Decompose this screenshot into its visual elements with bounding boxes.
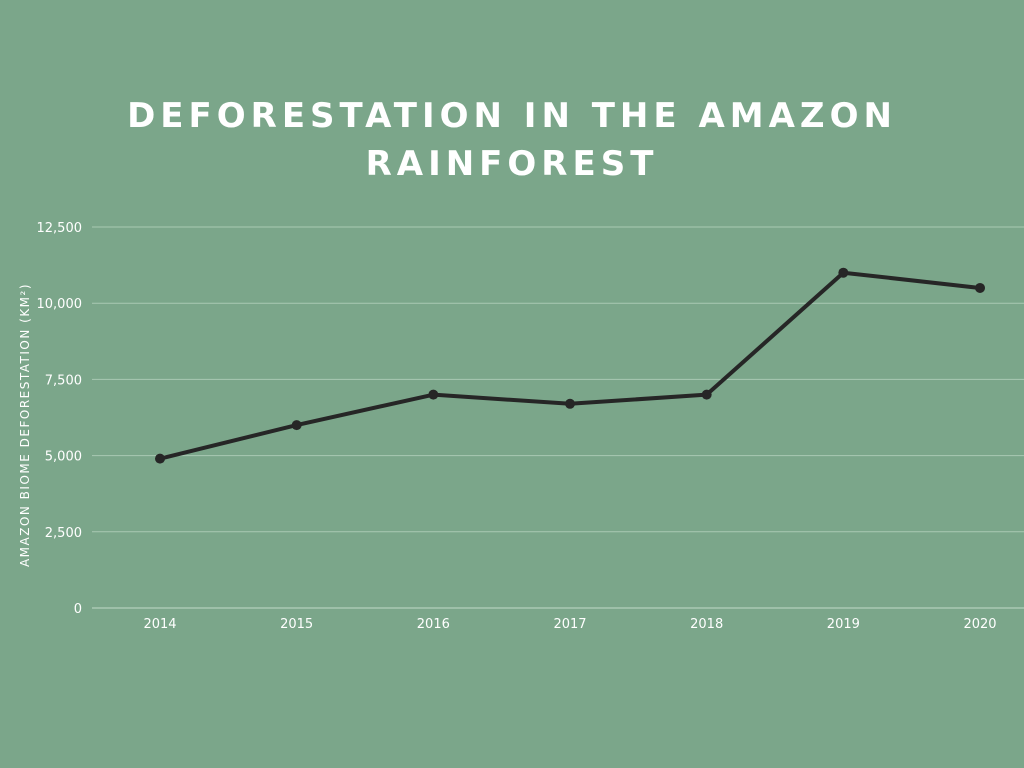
y-axis-label: AMAZON BIOME DEFORESTATION (KM²) xyxy=(18,283,32,567)
y-tick-label: 7,500 xyxy=(45,373,82,388)
y-axis-ticks: 0 2,500 5,000 7,500 10,000 12,500 xyxy=(37,221,83,617)
data-point xyxy=(701,389,712,400)
x-tick-label: 2018 xyxy=(690,617,723,632)
series-layer xyxy=(155,267,986,464)
y-tick-label: 2,500 xyxy=(45,526,82,541)
chart-title-line-2: RAINFOREST xyxy=(365,144,659,184)
data-point xyxy=(155,453,165,464)
gridlines xyxy=(92,226,1024,609)
x-tick-label: 2016 xyxy=(417,617,450,632)
data-point xyxy=(838,267,849,278)
data-point xyxy=(565,398,576,409)
x-tick-label: 2019 xyxy=(827,617,860,632)
chart-title: DEFORESTATION IN THE AMAZON RAINFOREST xyxy=(0,92,1024,188)
x-tick-label: 2020 xyxy=(963,617,996,632)
y-tick-label: 12,500 xyxy=(37,221,83,236)
x-axis-ticks: 2014 2015 2016 2017 2018 2019 2020 xyxy=(143,617,996,632)
data-point xyxy=(975,282,986,293)
y-tick-label: 5,000 xyxy=(45,450,82,465)
x-tick-label: 2017 xyxy=(553,617,586,632)
data-point xyxy=(428,389,439,400)
y-tick-label: 0 xyxy=(74,602,82,617)
series-line xyxy=(158,270,983,461)
y-tick-label: 10,000 xyxy=(37,297,83,312)
x-tick-label: 2014 xyxy=(143,617,176,632)
chart-title-line-1: DEFORESTATION IN THE AMAZON xyxy=(127,96,897,136)
data-point xyxy=(291,420,302,431)
x-tick-label: 2015 xyxy=(280,617,313,632)
